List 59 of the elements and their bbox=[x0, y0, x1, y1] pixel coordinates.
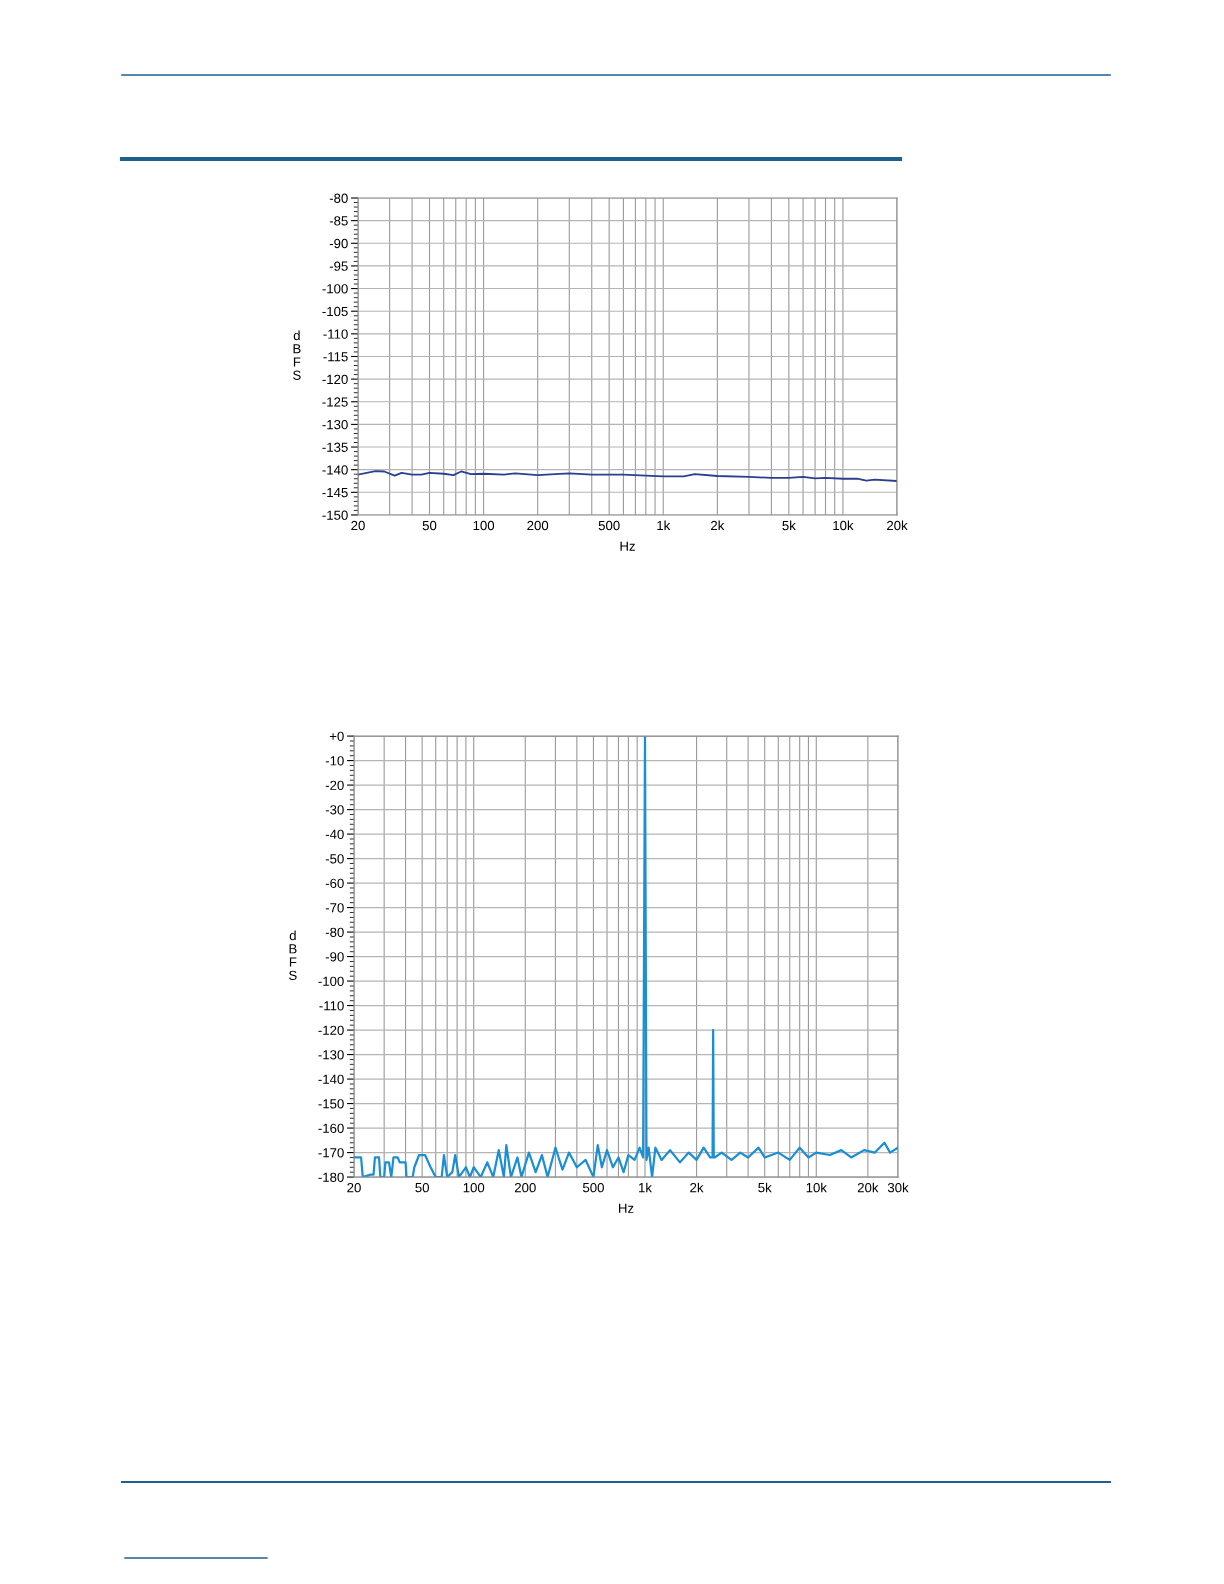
y-axis-title: dBFS bbox=[289, 930, 297, 980]
y-tick-label: -140 bbox=[318, 1074, 344, 1084]
x-tick-label: 2k bbox=[690, 1182, 704, 1193]
y-tick-label: -170 bbox=[318, 1148, 344, 1158]
y-tick-label: -30 bbox=[325, 805, 344, 815]
x-tick-label: 100 bbox=[473, 520, 495, 531]
y-tick-label: -130 bbox=[318, 1050, 344, 1060]
y-tick-label: -90 bbox=[325, 952, 344, 962]
x-tick-label: 1k bbox=[639, 1182, 652, 1193]
y-tick-label: -110 bbox=[323, 329, 348, 339]
y-tick-label: -120 bbox=[318, 1025, 344, 1035]
x-tick-label: 30k bbox=[887, 1182, 909, 1193]
x-tick-label: 20k bbox=[887, 520, 908, 531]
y-tick-label: -90 bbox=[329, 238, 348, 249]
y-tick-label: -145 bbox=[322, 488, 348, 498]
y-tick-label: -100 bbox=[318, 976, 344, 986]
y-tick-label: -140 bbox=[322, 465, 348, 475]
x-tick-label: 1k bbox=[657, 520, 671, 531]
y-tick-label: +0 bbox=[329, 731, 344, 741]
y-tick-label: -70 bbox=[325, 903, 344, 913]
y-tick-label: -10 bbox=[325, 756, 344, 766]
x-tick-label: 50 bbox=[415, 1182, 429, 1193]
x-tick-label: 10k bbox=[806, 1182, 827, 1193]
x-tick-label: 20 bbox=[347, 1182, 361, 1193]
y-tick-label: -100 bbox=[322, 284, 348, 294]
x-tick-label: 200 bbox=[527, 520, 549, 531]
x-tick-label: 20 bbox=[351, 520, 365, 531]
y-tick-label: -85 bbox=[329, 216, 348, 226]
y-tick-label: -110 bbox=[319, 1001, 344, 1011]
y-tick-label: -130 bbox=[322, 419, 348, 430]
x-tick-label: 100 bbox=[463, 1182, 485, 1193]
y-tick-label: -180 bbox=[318, 1172, 344, 1182]
y-tick-label: -20 bbox=[325, 780, 344, 790]
y-tick-label: -150 bbox=[322, 510, 348, 520]
y-tick-label: -50 bbox=[325, 854, 344, 864]
x-tick-label: 5k bbox=[758, 1182, 772, 1193]
y-tick-label: -160 bbox=[318, 1123, 344, 1133]
y-tick-label: -95 bbox=[329, 261, 348, 271]
x-tick-label: 500 bbox=[582, 1182, 604, 1193]
x-tick-label: 500 bbox=[598, 520, 620, 531]
y-tick-label: -105 bbox=[322, 306, 348, 317]
y-tick-label: -120 bbox=[322, 374, 348, 385]
y-tick-label: -115 bbox=[323, 352, 348, 362]
x-tick-label: 5k bbox=[782, 520, 796, 531]
y-tick-label: -125 bbox=[322, 397, 348, 407]
y-tick-label: -135 bbox=[322, 442, 348, 452]
y-tick-label: -40 bbox=[325, 829, 344, 839]
y-tick-label: -60 bbox=[325, 878, 344, 888]
x-tick-label: 20k bbox=[857, 1182, 879, 1193]
y-tick-label: -150 bbox=[318, 1099, 344, 1109]
x-axis-title: Hz bbox=[619, 1203, 634, 1213]
x-tick-label: 200 bbox=[514, 1182, 536, 1193]
x-tick-label: 10k bbox=[833, 520, 854, 531]
x-tick-label: 2k bbox=[711, 520, 725, 531]
x-tick-label: 50 bbox=[422, 520, 437, 531]
x-axis-title: Hz bbox=[620, 541, 635, 551]
y-tick-label: -80 bbox=[329, 193, 348, 203]
y-axis-title: dBFS bbox=[293, 330, 301, 380]
y-tick-label: -80 bbox=[325, 927, 344, 937]
